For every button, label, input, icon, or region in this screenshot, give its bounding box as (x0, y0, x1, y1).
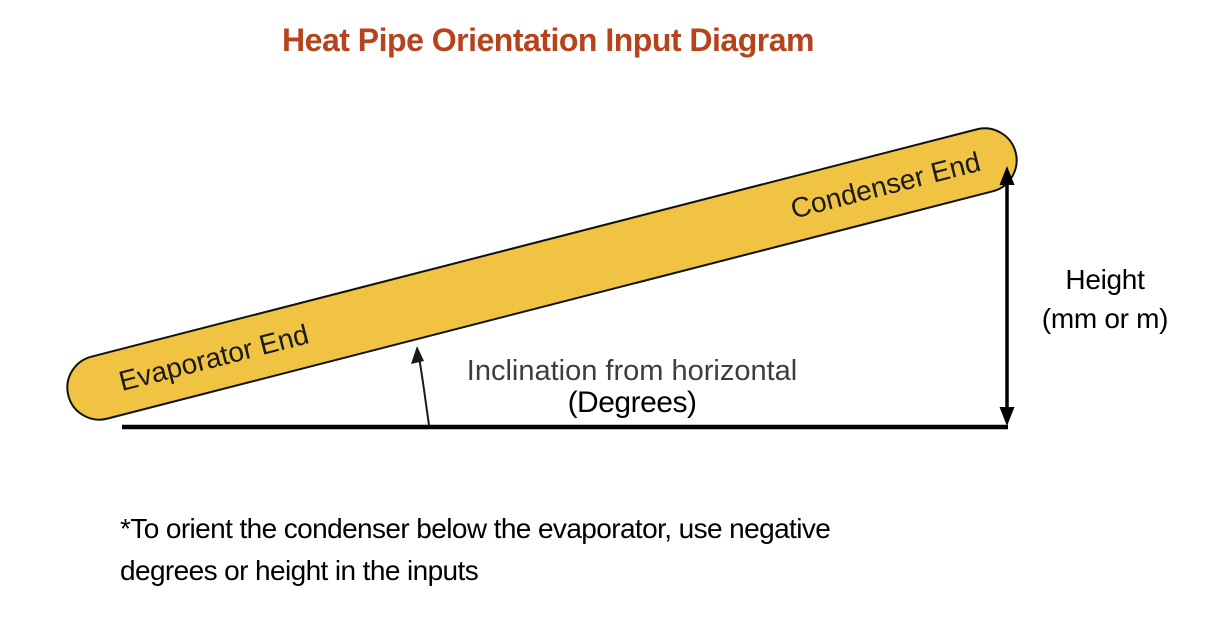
angle-arc-arrowhead-icon (411, 346, 424, 364)
inclination-label-text: Inclination from horizontal (466, 355, 798, 387)
footnote-line-1: *To orient the condenser below the evapo… (120, 513, 831, 544)
diagram-title: Heat Pipe Orientation Input Diagram (282, 22, 814, 58)
angle-arc (417, 351, 430, 426)
condenser-end-label: Condenser End (787, 146, 984, 225)
height-label-text: Height (1065, 264, 1145, 295)
inclination-units-text: (Degrees) (567, 386, 697, 419)
height-label: Height (mm or m) (1015, 260, 1195, 338)
height-units-text: (mm or m) (1041, 303, 1169, 334)
evaporator-end-label: Evaporator End (115, 318, 312, 397)
height-arrow-down-icon (999, 407, 1015, 426)
footnote-line-2: degrees or height in the inputs (120, 555, 479, 586)
inclination-label: Inclination from horizontal (Degrees) (443, 356, 821, 419)
footnote: *To orient the condenser below the evapo… (120, 508, 831, 592)
